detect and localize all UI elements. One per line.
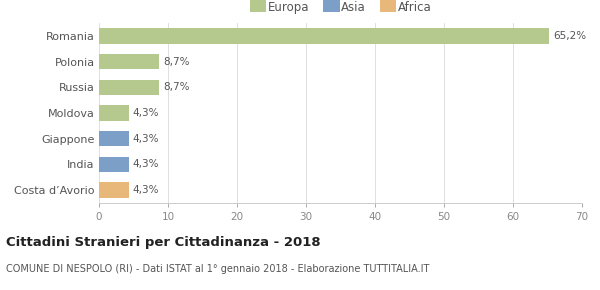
Text: 65,2%: 65,2% [553,31,586,41]
Text: 8,7%: 8,7% [163,82,190,93]
Bar [99,182,128,198]
Bar [99,54,159,69]
Bar [99,157,128,172]
Bar [99,80,159,95]
Text: 8,7%: 8,7% [163,57,190,67]
Text: Cittadini Stranieri per Cittadinanza - 2018: Cittadini Stranieri per Cittadinanza - 2… [6,236,320,249]
Bar [99,28,549,44]
Bar [99,131,128,146]
Text: COMUNE DI NESPOLO (RI) - Dati ISTAT al 1° gennaio 2018 - Elaborazione TUTTITALIA: COMUNE DI NESPOLO (RI) - Dati ISTAT al 1… [6,264,430,274]
Text: 4,3%: 4,3% [133,185,160,195]
Text: 4,3%: 4,3% [133,134,160,144]
Text: 4,3%: 4,3% [133,108,160,118]
Legend: Europa, Asia, Africa: Europa, Asia, Africa [250,1,431,14]
Text: 4,3%: 4,3% [133,160,160,169]
Bar [99,105,128,121]
